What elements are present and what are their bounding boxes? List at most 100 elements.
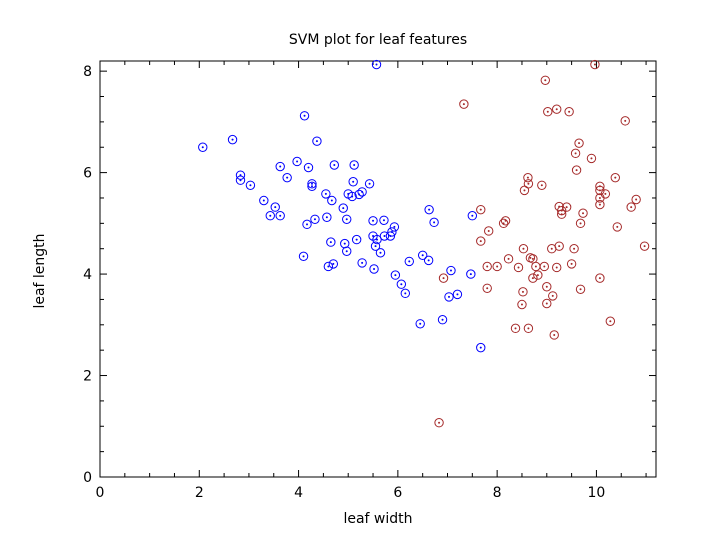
point-center <box>313 218 316 221</box>
point-center <box>327 265 330 268</box>
point-ring <box>446 265 456 276</box>
point-ring <box>498 218 509 229</box>
point-ring <box>570 148 581 159</box>
point-center <box>343 242 346 245</box>
data-point <box>564 107 574 117</box>
x-tick-label: 8 <box>493 485 502 501</box>
point-center <box>449 269 452 272</box>
point-ring <box>466 269 476 279</box>
point-ring <box>586 153 597 164</box>
data-point <box>578 208 588 218</box>
data-point <box>605 316 616 326</box>
point-ring <box>369 264 379 274</box>
point-ring <box>429 217 439 228</box>
point-center <box>531 257 534 260</box>
point-center <box>404 292 407 295</box>
point-center <box>438 421 441 424</box>
data-point <box>542 298 552 309</box>
data-point <box>466 269 476 279</box>
point-center <box>419 322 422 325</box>
point-ring <box>351 234 362 245</box>
data-point <box>610 172 620 183</box>
data-point <box>387 227 397 237</box>
data-point <box>612 222 622 232</box>
point-ring <box>552 262 562 273</box>
point-ring <box>503 254 514 264</box>
point-ring <box>571 165 582 175</box>
point-ring <box>569 244 579 254</box>
data-point <box>503 254 514 264</box>
point-center <box>333 164 336 166</box>
point-center <box>325 216 328 219</box>
data-point <box>566 259 577 269</box>
data-point <box>467 211 478 221</box>
x-tick-label: 2 <box>195 485 204 501</box>
data-point <box>518 287 528 297</box>
point-center <box>372 219 375 222</box>
point-ring <box>327 195 337 206</box>
point-center <box>471 214 474 217</box>
point-ring <box>444 292 454 302</box>
axis-ticks: 0 2 4 6 8 10 0 2 4 6 8 <box>83 61 656 501</box>
data-point <box>338 203 348 213</box>
point-ring <box>575 284 586 294</box>
point-ring <box>282 172 292 183</box>
point-center <box>456 293 459 296</box>
data-point <box>298 251 309 262</box>
point-center <box>593 63 596 66</box>
point-center <box>582 212 585 215</box>
data-point <box>307 179 317 189</box>
point-ring <box>540 75 550 85</box>
y-tick-label: 2 <box>83 369 92 385</box>
point-center <box>573 247 576 250</box>
point-ring <box>303 162 314 173</box>
data-point <box>415 319 425 329</box>
point-center <box>609 320 612 323</box>
point-center <box>310 185 313 188</box>
point-ring <box>299 111 310 121</box>
point-ring <box>438 273 449 283</box>
point-ring <box>533 270 543 280</box>
data-point <box>390 270 401 280</box>
point-center <box>361 190 364 193</box>
point-center <box>296 160 299 163</box>
data-point <box>396 279 407 289</box>
point-ring <box>379 215 389 225</box>
point-center <box>239 179 242 182</box>
point-ring <box>605 316 616 326</box>
point-center <box>479 208 482 211</box>
point-center <box>630 206 633 209</box>
point-center <box>536 274 539 277</box>
data-point <box>586 153 597 164</box>
point-ring <box>338 203 348 213</box>
point-ring <box>298 251 309 262</box>
point-ring <box>566 259 577 269</box>
data-point <box>340 238 350 249</box>
point-ring <box>556 205 567 216</box>
data-point <box>400 288 411 299</box>
point-ring <box>595 273 605 283</box>
point-center <box>393 225 396 228</box>
point-ring <box>307 179 317 189</box>
point-ring <box>379 231 390 241</box>
data-point <box>575 284 586 294</box>
point-center <box>551 294 554 297</box>
point-center <box>546 110 549 113</box>
point-center <box>332 262 335 265</box>
point-center <box>352 180 355 183</box>
point-center <box>545 285 548 288</box>
data-point <box>556 205 567 216</box>
point-center <box>306 223 309 226</box>
point-center <box>486 287 489 290</box>
point-center <box>329 241 332 244</box>
point-ring <box>328 259 339 269</box>
point-center <box>517 266 520 269</box>
point-ring <box>564 107 574 117</box>
point-center <box>575 169 578 172</box>
data-point <box>574 138 584 148</box>
point-ring <box>575 218 586 229</box>
point-ring <box>542 282 552 292</box>
point-center <box>307 166 310 169</box>
data-point <box>347 191 357 202</box>
point-center <box>522 247 525 250</box>
